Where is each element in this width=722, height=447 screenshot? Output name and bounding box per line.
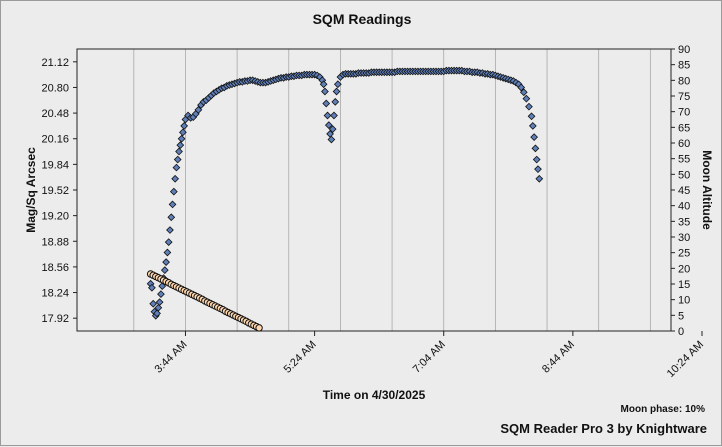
sqm-point	[162, 258, 170, 266]
sqm-point	[163, 248, 172, 257]
y-left-tick-label: 19.84	[41, 159, 69, 171]
sqm-point	[522, 94, 531, 103]
sqm-point	[534, 165, 542, 174]
sqm-point	[527, 112, 536, 121]
brand-text: SQM Reader Pro 3 by Knightware	[500, 421, 707, 436]
y-left-tick-label: 19.20	[41, 211, 69, 223]
sqm-point	[323, 111, 332, 120]
y-left-tick-label: 18.88	[41, 236, 69, 248]
y-right-axis-title: Moon Altitude	[700, 150, 714, 230]
sqm-point	[330, 111, 338, 120]
y-right-tick-label: 75	[678, 91, 690, 103]
series-moon-altitude	[146, 270, 263, 332]
x-tick-label: 3:44 AM	[153, 339, 190, 376]
y-right-tick-label: 5	[678, 310, 684, 322]
sqm-point	[160, 266, 169, 274]
y-right-tick-label: 40	[678, 201, 690, 213]
grid	[133, 49, 651, 331]
sqm-point	[149, 299, 158, 308]
y-left-tick-label: 21.12	[41, 57, 69, 69]
y-right-tick-label: 80	[678, 75, 690, 87]
sqm-point	[319, 80, 328, 89]
plot-frame	[76, 48, 672, 332]
sqm-point	[154, 303, 163, 312]
sqm-point	[176, 141, 185, 150]
sqm-point	[530, 133, 538, 141]
plot-border	[76, 48, 672, 332]
sqm-point	[194, 106, 203, 114]
sqm-point	[168, 200, 177, 209]
x-tick-label: 8:44 AM	[540, 339, 577, 376]
y-left-tick-label: 19.52	[41, 185, 69, 197]
sqm-point	[171, 174, 180, 183]
sqm-point	[166, 226, 174, 234]
sqm-point	[331, 98, 340, 106]
y-right-tick-label: 0	[678, 326, 684, 338]
y-right-tick-label: 70	[678, 107, 690, 119]
sqm-point	[148, 283, 156, 292]
x-tick-label: 7:04 AM	[411, 339, 448, 376]
sqm-point	[324, 121, 333, 129]
y-left-tick-label: 20.80	[41, 82, 69, 94]
sqm-point	[519, 88, 528, 97]
sqm-point	[327, 135, 336, 144]
y-left-tick-label: 17.92	[41, 313, 69, 325]
y-right-tick-label: 15	[678, 279, 690, 291]
sqm-point	[528, 122, 537, 130]
moon-phase-text: Moon phase: 10%	[620, 404, 705, 415]
y-right-tick-label: 25	[678, 248, 690, 260]
sqm-point	[157, 290, 165, 299]
sqm-point	[173, 155, 182, 164]
x-tick-label: 10:24 AM	[665, 339, 706, 380]
y-right-tick-label: 30	[678, 232, 690, 244]
axes-layer: 17.92 18.24 18.56 18.88 19.20 19.52 19.84 20.16…	[24, 44, 714, 402]
y-left-tick-label: 18.56	[41, 262, 69, 274]
y-left-tick-label: 20.16	[41, 134, 69, 146]
y-right-tick-label: 50	[678, 169, 690, 181]
y-right-tick-label: 90	[678, 44, 690, 56]
y-left-axis-title: Mag/Sq Arcsec	[24, 147, 38, 233]
sqm-point	[180, 122, 189, 130]
sqm-point	[167, 213, 176, 222]
sqm-point	[525, 102, 533, 111]
series-layer	[146, 66, 544, 332]
y-right-tick-label: 20	[678, 263, 690, 275]
sqm-point	[153, 309, 161, 318]
sqm-point	[177, 134, 186, 143]
x-axis-title: Time on 4/30/2025	[323, 388, 426, 402]
sqm-point	[535, 174, 544, 183]
sqm-point	[158, 282, 167, 291]
sqm-point	[169, 187, 178, 196]
sqm-point	[517, 83, 526, 92]
sqm-point	[328, 125, 337, 133]
sqm-point	[321, 87, 329, 96]
y-right-tick-label: 10	[678, 295, 690, 307]
sqm-point	[332, 87, 341, 96]
sqm-point	[333, 80, 342, 89]
sqm-point	[172, 163, 181, 172]
y-right-tick-label: 55	[678, 154, 690, 166]
y-right-tick-label: 45	[678, 185, 690, 197]
y-right-tick-label: 35	[678, 216, 690, 228]
y-left-tick-label: 20.48	[41, 108, 69, 120]
sqm-point	[175, 147, 183, 156]
y-left-tick-label: 18.24	[41, 288, 69, 300]
y-right-tick-label: 65	[678, 122, 690, 134]
series-sqm	[146, 66, 544, 320]
sqm-point	[532, 155, 541, 164]
sqm-point	[164, 238, 173, 246]
sqm-point	[155, 298, 164, 307]
y-right-tick-label: 60	[678, 138, 690, 150]
sqm-point	[179, 128, 187, 137]
sqm-point	[322, 99, 331, 108]
x-tick-label: 5:24 AM	[282, 339, 319, 376]
sqm-point	[531, 144, 540, 153]
y-right-tick-label: 85	[678, 60, 690, 72]
chart-title: SQM Readings	[312, 11, 412, 27]
moon-point	[255, 324, 263, 332]
